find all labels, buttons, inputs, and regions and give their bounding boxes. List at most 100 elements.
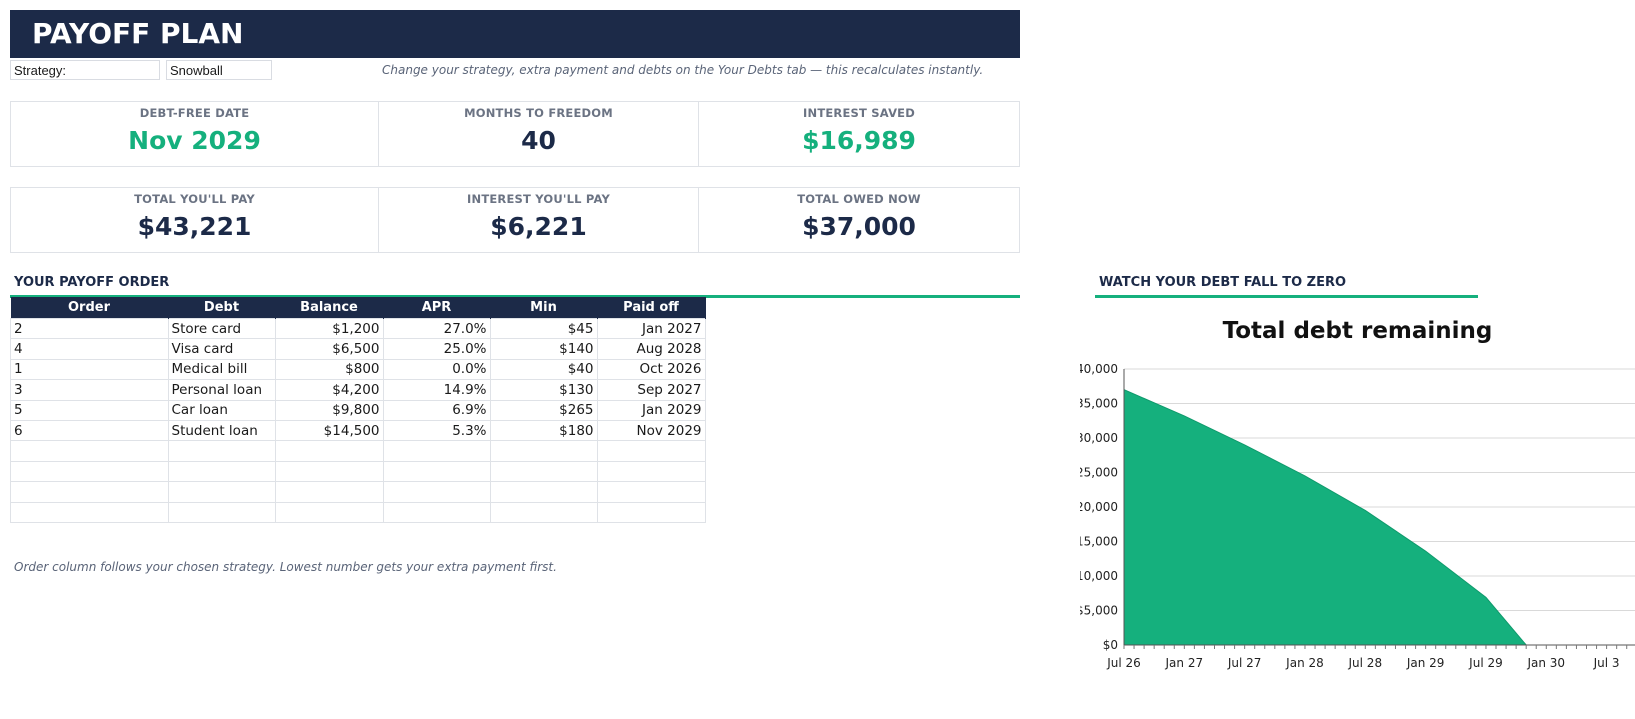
cell-order[interactable]: 6 [10, 419, 169, 442]
kpi-label: INTEREST SAVED [803, 106, 915, 120]
debt-chart: Total debt remaining $0 $5,000 $10,000 $15,… [1080, 318, 1635, 719]
cell-apr[interactable] [382, 501, 491, 523]
cell-paid-off[interactable] [596, 481, 706, 503]
cell-debt[interactable]: Visa card [167, 338, 276, 360]
cell-balance[interactable]: $1,200 [274, 317, 384, 340]
cell-apr[interactable]: 14.9% [382, 379, 491, 401]
kpi-interest-you-pay: INTEREST YOU'LL PAY $6,221 [379, 187, 699, 253]
y-tick-label: $10,000 [1080, 569, 1118, 583]
cell-debt[interactable] [167, 481, 276, 503]
cell-debt[interactable]: Store card [167, 317, 276, 340]
cell-apr[interactable] [382, 460, 491, 483]
cell-apr[interactable]: 27.0% [382, 317, 491, 340]
kpi-value: $16,989 [802, 126, 916, 155]
table-row: 4 Visa card $6,500 25.0% $140 Aug 2028 [10, 338, 706, 360]
cell-order[interactable] [10, 440, 169, 462]
cell-order[interactable]: 1 [10, 358, 169, 381]
cell-apr[interactable]: 5.3% [382, 419, 491, 442]
cell-debt[interactable]: Medical bill [167, 358, 276, 381]
table-row: 1 Medical bill $800 0.0% $40 Oct 2026 [10, 358, 706, 381]
table-header-row: Order Debt Balance APR Min Paid off [10, 297, 706, 319]
x-tick-label: Jul 29 [1468, 656, 1503, 670]
kpi-value: $43,221 [137, 212, 252, 241]
cell-apr[interactable]: 0.0% [382, 358, 491, 381]
cell-min[interactable]: $130 [489, 379, 598, 401]
column-header-balance: Balance [275, 297, 384, 319]
cell-min[interactable] [489, 440, 598, 462]
cell-min[interactable]: $45 [489, 317, 598, 340]
cell-paid-off[interactable]: Jan 2029 [596, 399, 706, 421]
cell-apr[interactable]: 6.9% [382, 399, 491, 421]
cell-debt[interactable] [167, 460, 276, 483]
kpi-total-owed-now: TOTAL OWED NOW $37,000 [699, 187, 1020, 253]
y-tick-label: $20,000 [1080, 500, 1118, 514]
cell-paid-off[interactable] [596, 440, 706, 462]
x-tick-label: Jul 3 [1593, 656, 1620, 670]
cell-min[interactable]: $265 [489, 399, 598, 421]
x-tick-label: Jul 27 [1227, 656, 1262, 670]
column-header-order: Order [10, 297, 169, 319]
cell-order[interactable] [10, 481, 169, 503]
cell-min[interactable]: $140 [489, 338, 598, 360]
cell-balance[interactable]: $14,500 [274, 419, 384, 442]
cell-debt[interactable]: Personal loan [167, 379, 276, 401]
kpi-interest-saved: INTEREST SAVED $16,989 [699, 101, 1020, 167]
cell-min[interactable]: $40 [489, 358, 598, 381]
order-footnote: Order column follows your chosen strateg… [14, 560, 557, 574]
cell-apr[interactable] [382, 440, 491, 462]
cell-min[interactable] [489, 481, 598, 503]
strategy-label: Strategy: [10, 60, 160, 80]
x-tick-label: Jul 28 [1348, 656, 1383, 670]
table-row: 6 Student loan $14,500 5.3% $180 Nov 2029 [10, 419, 706, 442]
kpi-value: $37,000 [802, 212, 916, 241]
cell-order[interactable]: 4 [10, 338, 169, 360]
cell-order[interactable]: 3 [10, 379, 169, 401]
x-tick-label: Jan 29 [1406, 656, 1445, 670]
cell-paid-off[interactable] [596, 501, 706, 523]
cell-debt[interactable] [167, 501, 276, 523]
debt-area-series [1123, 388, 1607, 646]
cell-balance[interactable] [274, 440, 384, 462]
cell-balance[interactable] [274, 481, 384, 503]
strategy-select[interactable]: Snowball [166, 60, 272, 80]
cell-order[interactable] [10, 501, 169, 523]
cell-debt[interactable] [167, 440, 276, 462]
table-row: 5 Car loan $9,800 6.9% $265 Jan 2029 [10, 399, 706, 421]
cell-balance[interactable] [274, 460, 384, 483]
cell-balance[interactable]: $9,800 [274, 399, 384, 421]
cell-min[interactable] [489, 460, 598, 483]
x-tick-label: Jan 30 [1526, 656, 1565, 670]
y-tick-label: $15,000 [1080, 535, 1118, 549]
table-row [10, 460, 706, 483]
kpi-total-you-pay: TOTAL YOU'LL PAY $43,221 [10, 187, 379, 253]
cell-min[interactable]: $180 [489, 419, 598, 442]
kpi-row-secondary: TOTAL YOU'LL PAY $43,221 INTEREST YOU'LL… [10, 187, 1020, 253]
kpi-label: TOTAL OWED NOW [797, 192, 921, 206]
cell-order[interactable]: 5 [10, 399, 169, 421]
kpi-row-primary: DEBT-FREE DATE Nov 2029 MONTHS TO FREEDO… [10, 101, 1020, 167]
cell-balance[interactable] [274, 501, 384, 523]
cell-paid-off[interactable]: Aug 2028 [596, 338, 706, 360]
y-tick-label: $30,000 [1080, 431, 1118, 445]
cell-order[interactable] [10, 460, 169, 483]
chart-title: Total debt remaining [1222, 318, 1493, 344]
cell-paid-off[interactable]: Nov 2029 [596, 419, 706, 442]
cell-debt[interactable]: Car loan [167, 399, 276, 421]
cell-debt[interactable]: Student loan [167, 419, 276, 442]
table-row: 3 Personal loan $4,200 14.9% $130 Sep 2027 [10, 379, 706, 401]
cell-paid-off[interactable] [596, 460, 706, 483]
cell-balance[interactable]: $6,500 [274, 338, 384, 360]
cell-paid-off[interactable]: Oct 2026 [596, 358, 706, 381]
cell-paid-off[interactable]: Jan 2027 [596, 317, 706, 340]
kpi-value: Nov 2029 [128, 126, 261, 155]
cell-balance[interactable]: $800 [274, 358, 384, 381]
x-tick-label: Jan 28 [1285, 656, 1324, 670]
payoff-order-table: Order Debt Balance APR Min Paid off 2 Sto… [10, 297, 706, 523]
cell-apr[interactable] [382, 481, 491, 503]
cell-paid-off[interactable]: Sep 2027 [596, 379, 706, 401]
cell-balance[interactable]: $4,200 [274, 379, 384, 401]
y-tick-label: $35,000 [1080, 397, 1118, 411]
cell-apr[interactable]: 25.0% [382, 338, 491, 360]
cell-min[interactable] [489, 501, 598, 523]
cell-order[interactable]: 2 [10, 317, 169, 340]
